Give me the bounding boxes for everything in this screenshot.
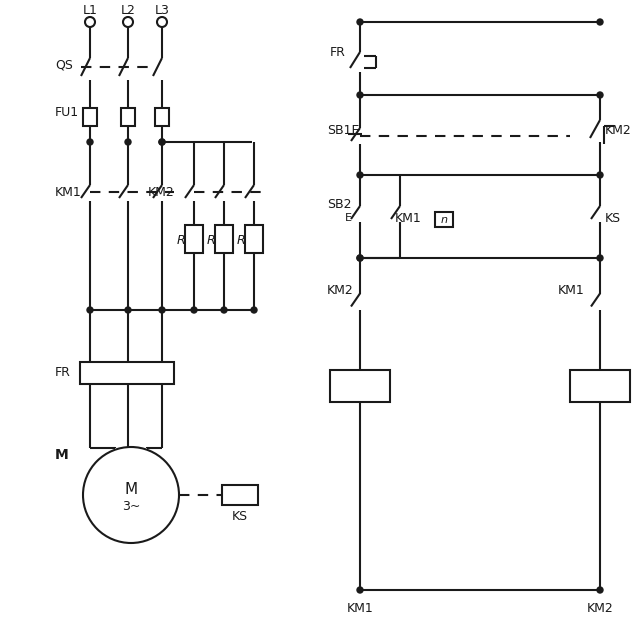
Text: KM2: KM2 [327, 284, 354, 296]
Text: FR: FR [330, 45, 346, 58]
Circle shape [597, 19, 603, 25]
Text: KM2: KM2 [148, 186, 175, 199]
Bar [83, 108, 97, 126]
Text: KM1: KM1 [347, 601, 373, 615]
Circle shape [357, 255, 363, 261]
Text: KM2: KM2 [587, 601, 613, 615]
Circle shape [357, 172, 363, 178]
Text: KM1: KM1 [558, 284, 585, 296]
Circle shape [597, 587, 603, 593]
Circle shape [159, 307, 165, 313]
Bar [155, 108, 169, 126]
Circle shape [357, 255, 363, 261]
Text: FU1: FU1 [55, 106, 79, 118]
Text: M: M [55, 448, 68, 462]
Circle shape [87, 139, 93, 145]
Bar [330, 370, 390, 402]
Text: QS: QS [55, 58, 73, 72]
Text: KS: KS [232, 511, 248, 523]
Text: L1: L1 [83, 4, 97, 16]
Text: SB1E: SB1E [327, 123, 360, 136]
Circle shape [159, 139, 165, 145]
Text: n: n [440, 215, 447, 225]
Circle shape [251, 307, 257, 313]
Circle shape [597, 172, 603, 178]
Circle shape [221, 307, 227, 313]
Bar [121, 108, 135, 126]
Text: R: R [177, 233, 186, 247]
Circle shape [357, 587, 363, 593]
Text: L3: L3 [155, 4, 170, 16]
Text: M: M [124, 482, 138, 498]
Circle shape [357, 19, 363, 25]
Bar [215, 225, 233, 253]
Text: L2: L2 [120, 4, 136, 16]
Bar [245, 225, 263, 253]
Text: SB2: SB2 [327, 199, 351, 211]
Text: 3~: 3~ [122, 499, 140, 513]
Circle shape [125, 307, 131, 313]
Bar [185, 225, 203, 253]
Circle shape [191, 307, 197, 313]
Text: FR: FR [55, 365, 71, 379]
Circle shape [159, 139, 165, 145]
Text: E: E [345, 213, 352, 223]
Text: R: R [207, 233, 216, 247]
Text: KM1: KM1 [395, 211, 422, 225]
Circle shape [597, 255, 603, 261]
Circle shape [357, 92, 363, 98]
Bar [222, 485, 258, 505]
Text: R: R [237, 233, 246, 247]
Circle shape [87, 307, 93, 313]
Bar [570, 370, 630, 402]
Text: KS: KS [605, 211, 621, 225]
Bar [80, 362, 174, 384]
Circle shape [125, 139, 131, 145]
Bar [435, 212, 453, 227]
Text: KM1: KM1 [55, 186, 82, 199]
Text: KM2: KM2 [605, 123, 632, 136]
Circle shape [597, 92, 603, 98]
